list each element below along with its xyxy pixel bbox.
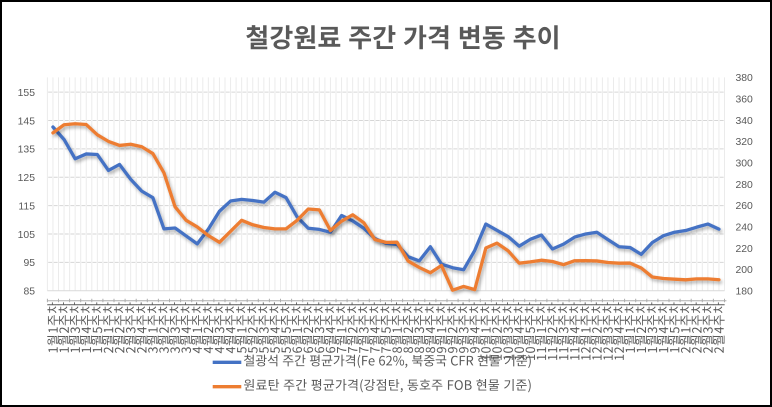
svg-text:115: 115: [18, 201, 35, 212]
svg-text:320: 320: [736, 137, 754, 148]
svg-text:125: 125: [18, 173, 36, 184]
svg-text:340: 340: [736, 116, 754, 127]
svg-text:200: 200: [736, 265, 754, 276]
svg-text:85: 85: [23, 287, 35, 298]
svg-text:360: 360: [736, 95, 754, 106]
svg-text:95: 95: [23, 258, 35, 269]
svg-text:145: 145: [18, 116, 36, 127]
svg-text:155: 155: [18, 88, 36, 99]
svg-text:220: 220: [736, 244, 754, 255]
svg-text:280: 280: [736, 180, 754, 191]
svg-text:300: 300: [736, 159, 754, 170]
svg-text:105: 105: [18, 230, 36, 241]
svg-text:380: 380: [736, 73, 754, 84]
svg-text:135: 135: [18, 145, 36, 156]
svg-text:240: 240: [736, 223, 754, 234]
svg-text:260: 260: [736, 201, 754, 212]
svg-text:180: 180: [736, 287, 754, 298]
